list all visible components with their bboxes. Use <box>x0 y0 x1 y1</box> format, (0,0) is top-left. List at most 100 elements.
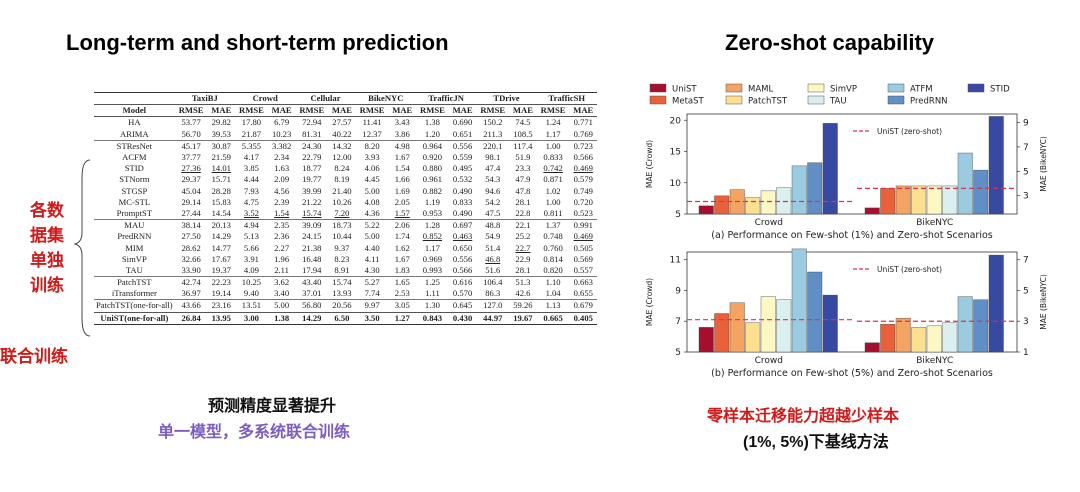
value-cell: 8.19 <box>334 174 350 185</box>
value-cell: 37.77 <box>181 152 201 163</box>
y-tick-label: 10 <box>670 179 682 189</box>
bar <box>911 185 927 215</box>
category-label: BikeNYC <box>916 218 953 228</box>
value-cell: 4.44 <box>243 174 259 185</box>
value-cell: 7.74 <box>364 288 380 299</box>
value-cell: 0.490 <box>452 185 473 196</box>
value-cell: 1.10 <box>536 276 570 289</box>
value-cell: 1.11 <box>425 288 440 299</box>
group-bracket <box>73 159 91 337</box>
category-label: Crowd <box>755 218 783 228</box>
value-cell: 0.663 <box>569 276 597 289</box>
value-cell: 19.14 <box>211 288 231 299</box>
table-row: UniST(one-for-all) 26.84 13.95 3.00 1.38 14.2… <box>94 311 597 325</box>
value-cell: 5.00 <box>364 185 380 196</box>
value-cell: 22.79 <box>302 152 322 163</box>
model-cell: STID <box>124 163 144 174</box>
value-cell: 4.30 <box>364 264 380 275</box>
y-tick-label-right: 3 <box>1023 317 1029 327</box>
caption-accuracy: 预测精度显著提升 <box>208 398 337 415</box>
value-cell: 26.84 <box>174 311 208 325</box>
model-cell: ARIMA <box>120 128 149 139</box>
metric-header: MAE <box>388 104 416 118</box>
legend-swatch <box>725 95 743 105</box>
left-title: Long-term and short-term prediction <box>66 30 449 55</box>
metric-header: RMSE <box>235 104 268 118</box>
value-cell: 9.37 <box>334 242 350 253</box>
value-cell: 1.83 <box>394 264 410 275</box>
value-cell: 0.833 <box>452 196 473 207</box>
value-cell: 25.2 <box>515 231 531 242</box>
value-cell: 48.8 <box>476 219 510 232</box>
value-cell: 0.469 <box>573 231 593 242</box>
value-cell: 21.87 <box>241 128 262 139</box>
plot-frame <box>686 251 1018 353</box>
value-cell: 0.405 <box>569 311 597 325</box>
bar <box>745 322 761 353</box>
value-cell: 1.02 <box>545 185 561 196</box>
value-cell: 0.557 <box>573 264 593 275</box>
value-cell: 45.17 <box>174 139 208 152</box>
bar <box>822 123 838 215</box>
table-row: ACFM 37.77 21.59 4.17 2.34 22.79 12.00 3.93 1.67… <box>94 152 597 163</box>
value-cell: 9.97 <box>355 299 389 313</box>
value-cell: 22.8 <box>515 207 531 218</box>
value-cell: 12.37 <box>362 128 382 139</box>
value-cell: 4.40 <box>364 242 380 253</box>
value-cell: 0.814 <box>543 253 563 264</box>
category-label: Crowd <box>755 356 783 366</box>
bar <box>895 317 911 353</box>
model-cell: MAU <box>94 219 175 232</box>
value-cell: 4.45 <box>364 174 380 185</box>
bar <box>926 185 942 215</box>
legend-label: MAML <box>748 85 773 95</box>
value-cell: 0.880 <box>422 163 443 174</box>
value-cell: 1.57 <box>394 207 410 218</box>
value-cell: 2.11 <box>274 264 289 275</box>
value-cell: 1.24 <box>545 117 561 128</box>
value-cell: 8.20 <box>355 139 389 152</box>
value-cell: 0.833 <box>543 152 563 163</box>
value-cell: 4.08 <box>364 196 380 207</box>
y-tick-label: 15 <box>670 148 681 158</box>
legend-swatch <box>967 83 985 93</box>
table-row: PredRNN 27.50 14.29 5.13 2.36 24.15 10.44 5.00 1… <box>94 231 597 242</box>
model-cell: STGSP <box>121 185 148 196</box>
value-cell: 28.1 <box>515 264 531 275</box>
value-cell: 15.83 <box>211 196 231 207</box>
value-cell: 56.80 <box>295 299 329 313</box>
value-cell: 16.48 <box>302 253 322 264</box>
value-cell: 14.77 <box>211 242 231 253</box>
value-cell: 5.00 <box>267 299 296 313</box>
value-cell: 0.964 <box>415 139 449 152</box>
value-cell: 0.566 <box>452 264 473 275</box>
value-cell: 15.74 <box>328 276 356 289</box>
legend-swatch <box>649 95 667 105</box>
y-tick-label: 20 <box>670 116 682 126</box>
y-tick-label: 9 <box>675 286 681 296</box>
value-cell: 2.35 <box>267 219 296 232</box>
value-cell: 5.27 <box>355 276 389 289</box>
value-cell: 4.09 <box>243 264 259 275</box>
bar <box>714 195 730 215</box>
value-cell: 1.04 <box>545 288 561 299</box>
legend-label: PredRNN <box>910 97 948 107</box>
value-cell: 21.59 <box>211 152 231 163</box>
value-cell: 0.532 <box>452 174 473 185</box>
value-cell: 43.40 <box>295 276 329 289</box>
value-cell: 1.66 <box>394 174 410 185</box>
value-cell: 7.20 <box>334 207 350 218</box>
legend-label: ATFM <box>910 85 933 95</box>
value-cell: 42.74 <box>174 276 208 289</box>
value-cell: 0.820 <box>543 264 563 275</box>
value-cell: 0.570 <box>452 288 473 299</box>
value-cell: 3.86 <box>394 128 410 139</box>
value-cell: 0.742 <box>543 163 563 174</box>
value-cell: 0.748 <box>543 231 563 242</box>
value-cell: 13.95 <box>207 311 235 325</box>
bar <box>880 324 896 353</box>
value-cell: 14.54 <box>211 207 231 218</box>
value-cell: 4.98 <box>388 139 416 152</box>
y-axis-label: MAE (Crowd) <box>645 140 654 188</box>
value-cell: 17.94 <box>302 264 322 275</box>
